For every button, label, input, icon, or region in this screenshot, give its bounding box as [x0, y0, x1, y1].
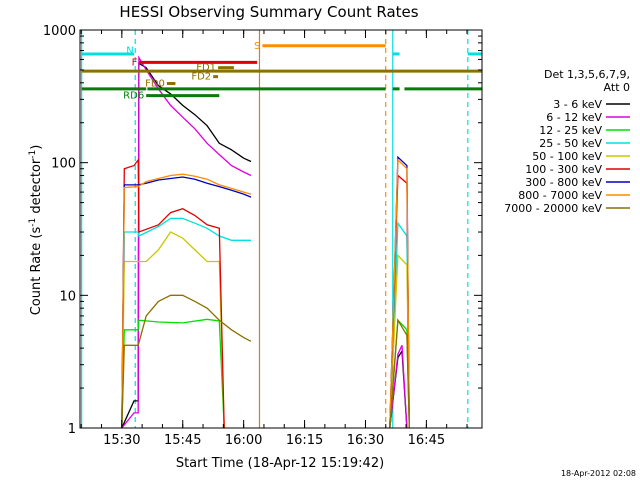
- flag-label-9: FD0: [145, 79, 165, 90]
- flag-label-8: FD2: [191, 72, 211, 83]
- flag-label-5: F: [132, 57, 138, 68]
- y-tick-label-1: 10: [59, 289, 76, 304]
- legend-label-7: 800 - 7000 keV: [518, 189, 602, 202]
- y-axis-label-main: Count Rate (s: [29, 227, 44, 316]
- y-axis-label-sup1: -1: [28, 218, 38, 227]
- x-tick-label-0: 15:30: [103, 433, 140, 448]
- flag-label-0: S: [254, 41, 260, 52]
- y-axis-label-sup2: -1: [28, 150, 38, 159]
- series-line-8: [121, 294, 410, 429]
- legend-label-2: 12 - 25 keV: [539, 124, 602, 137]
- timestamp: 18-Apr-2012 02:08: [561, 469, 636, 478]
- legend-label-3: 25 - 50 keV: [539, 137, 602, 150]
- series-group: [121, 55, 410, 429]
- series-line-7: [121, 158, 410, 429]
- chart-title: HESSI Observing Summary Count Rates: [119, 3, 418, 21]
- legend-label-1: 6 - 12 keV: [546, 111, 602, 124]
- vertical-markers: [81, 30, 469, 428]
- x-axis-ticks: 15:30 15:45 16:00 16:15 16:30 16:45: [80, 30, 468, 448]
- y-tick-label-2: 100: [51, 157, 76, 172]
- legend-label-0: 3 - 6 keV: [553, 98, 602, 111]
- x-tick-label-4: 16:30: [347, 433, 384, 448]
- legend-label-6: 300 - 800 keV: [525, 176, 602, 189]
- legend-label-5: 100 - 300 keV: [525, 163, 602, 176]
- y-axis-label: Count Rate (s-1 detector-1): [28, 145, 44, 316]
- x-tick-label-2: 16:00: [225, 433, 262, 448]
- y-axis-label-mid: detector: [29, 158, 44, 218]
- flag-label-6: FD1: [196, 63, 216, 74]
- series-line-1: [121, 55, 408, 429]
- flag-label-14: RD6: [123, 91, 144, 102]
- plot-frame: [79, 29, 483, 429]
- y-axis-ticks: 1 10 100 1000: [43, 24, 482, 437]
- x-tick-label-3: 16:15: [286, 433, 323, 448]
- legend-label-8: 7000 - 20000 keV: [504, 202, 602, 215]
- legend-header-line-2: Att 0: [604, 81, 630, 94]
- y-tick-label-0: 1: [68, 422, 76, 437]
- x-axis-label: Start Time (18-Apr-12 15:19:42): [176, 456, 384, 471]
- legend-header-line-1: Det 1,3,5,6,7,9,: [544, 68, 630, 81]
- y-tick-label-3: 1000: [43, 24, 76, 39]
- flag-label-4: N: [126, 46, 133, 57]
- x-tick-label-1: 15:45: [164, 433, 201, 448]
- x-tick-label-5: 16:45: [408, 433, 445, 448]
- y-axis-label-end: ): [29, 145, 44, 150]
- legend-label-4: 50 - 100 keV: [532, 150, 602, 163]
